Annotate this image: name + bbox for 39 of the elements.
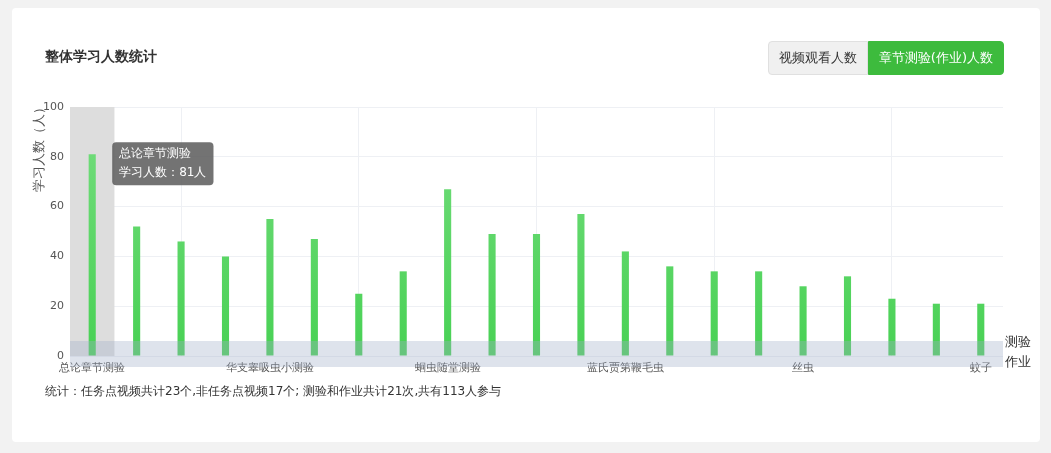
x-tick-label: 丝虫	[792, 361, 815, 375]
annotation: 学习人数：81人	[119, 165, 207, 180]
bar	[710, 271, 718, 356]
x-tick-label: 蛔虫随堂测验	[414, 361, 481, 375]
x-tick-label: 华支睾吸虫小测验	[225, 361, 314, 375]
toggle-button: 视频观看人数	[767, 41, 868, 75]
bar	[488, 233, 496, 356]
bar	[133, 226, 141, 356]
bar	[888, 298, 896, 356]
annotation: 总论章节测验	[118, 146, 192, 161]
bar	[621, 251, 629, 356]
bar	[88, 154, 96, 356]
y-tick-label: 40	[50, 249, 64, 263]
y-tick-label: 60	[50, 199, 64, 213]
bar	[266, 219, 274, 356]
bar	[355, 293, 363, 356]
bar	[310, 238, 318, 356]
bar	[221, 256, 230, 356]
bar	[799, 286, 807, 356]
x-tick-label: 总论章节测验	[58, 361, 126, 375]
chart-title: 整体学习人数统计	[45, 48, 157, 66]
toggle-button: 章节测验(作业)人数	[867, 41, 1004, 75]
bar	[932, 303, 940, 356]
x-axis-title: 测验作业	[1005, 333, 1032, 371]
bar	[444, 189, 452, 356]
bar	[177, 241, 185, 356]
text: 统计：任务点视频共计23个,非任务点视频17个; 测验和作业共计21次,共有113人参与	[45, 383, 502, 400]
bar	[399, 271, 407, 356]
bar	[577, 214, 585, 356]
bar	[843, 276, 852, 356]
y-tick-label: 0	[57, 348, 64, 362]
bar	[755, 271, 763, 356]
y-tick-label: 80	[50, 149, 64, 163]
y-tick-label: 20	[50, 299, 64, 313]
bar	[666, 266, 674, 356]
bar	[532, 233, 541, 356]
x-tick-label: 蓝氏贾第鞭毛虫	[586, 361, 664, 375]
bar	[977, 303, 985, 356]
x-tick-label: 蚊子	[969, 361, 992, 375]
